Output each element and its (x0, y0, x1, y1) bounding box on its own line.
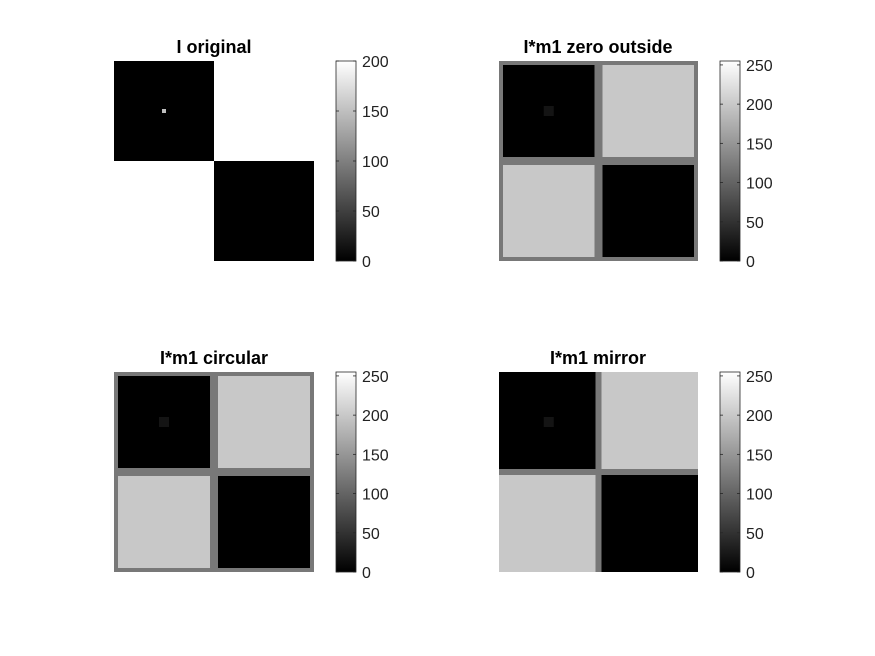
image-block (602, 372, 699, 469)
subplot-title: I*m1 mirror (550, 348, 646, 368)
center-pixel (544, 106, 554, 116)
colorbar-tick-label: 250 (746, 369, 773, 386)
colorbar-tick-label: 0 (362, 254, 371, 271)
colorbar-tick-label: 150 (746, 136, 773, 153)
colorbar-tick-label: 100 (362, 487, 389, 504)
image-block (218, 476, 310, 568)
image-area (114, 372, 314, 572)
subplot-title: I*m1 zero outside (523, 37, 672, 57)
colorbar-tick-label: 50 (746, 215, 764, 232)
colorbar-tick-label: 200 (362, 408, 389, 425)
image-block (214, 61, 314, 161)
colorbar-tick-label: 100 (746, 176, 773, 193)
subplot-i-m1-zero-outside: I*m1 zero outside 0 50 100 150 200 250 (499, 37, 773, 271)
colorbar-tick-label: 50 (362, 526, 380, 543)
image-area (499, 372, 698, 572)
colorbar-tick-label: 150 (362, 104, 389, 121)
image-block (218, 376, 310, 468)
colorbar-tick-label: 50 (746, 526, 764, 543)
colorbar-tick-label: 100 (362, 154, 389, 171)
colorbar-tick-label: 50 (362, 204, 380, 221)
subplot-i-m1-mirror: I*m1 mirror 0 50 100 150 200 250 (499, 348, 773, 582)
image-block (114, 161, 214, 261)
colorbar-tick-label: 200 (746, 97, 773, 114)
colorbar-tick-label: 150 (746, 447, 773, 464)
subplot-title: I original (176, 37, 251, 57)
subplot-title: I*m1 circular (160, 348, 268, 368)
subplot-i-m1-circular: I*m1 circular 0 50 100 150 200 250 (114, 348, 389, 582)
colorbar-tick-label: 200 (746, 408, 773, 425)
colorbar-tick-label: 0 (746, 565, 755, 582)
image-block (118, 476, 210, 568)
colorbar-tick-label: 0 (362, 565, 371, 582)
colorbar-tick-label: 0 (746, 254, 755, 271)
center-pixel (162, 109, 166, 113)
colorbar-gradient (336, 372, 356, 572)
colorbar-tick-label: 200 (362, 54, 389, 71)
image-area (114, 61, 314, 261)
colorbar-tick-label: 150 (362, 447, 389, 464)
image-block (603, 165, 695, 257)
subplot-i-original: I original 0 50 100 150 200 (114, 37, 389, 271)
center-pixel (159, 417, 169, 427)
image-area (499, 61, 698, 261)
colorbar-tick-label: 250 (362, 369, 389, 386)
image-block (214, 161, 314, 261)
colorbar-gradient (720, 61, 740, 261)
colorbar-tick-label: 100 (746, 487, 773, 504)
image-block (603, 65, 695, 157)
image-block (499, 475, 596, 572)
colorbar-gradient (720, 372, 740, 572)
center-pixel (544, 417, 554, 427)
image-block (503, 165, 595, 257)
image-block (602, 475, 699, 572)
colorbar-tick-label: 250 (746, 58, 773, 75)
